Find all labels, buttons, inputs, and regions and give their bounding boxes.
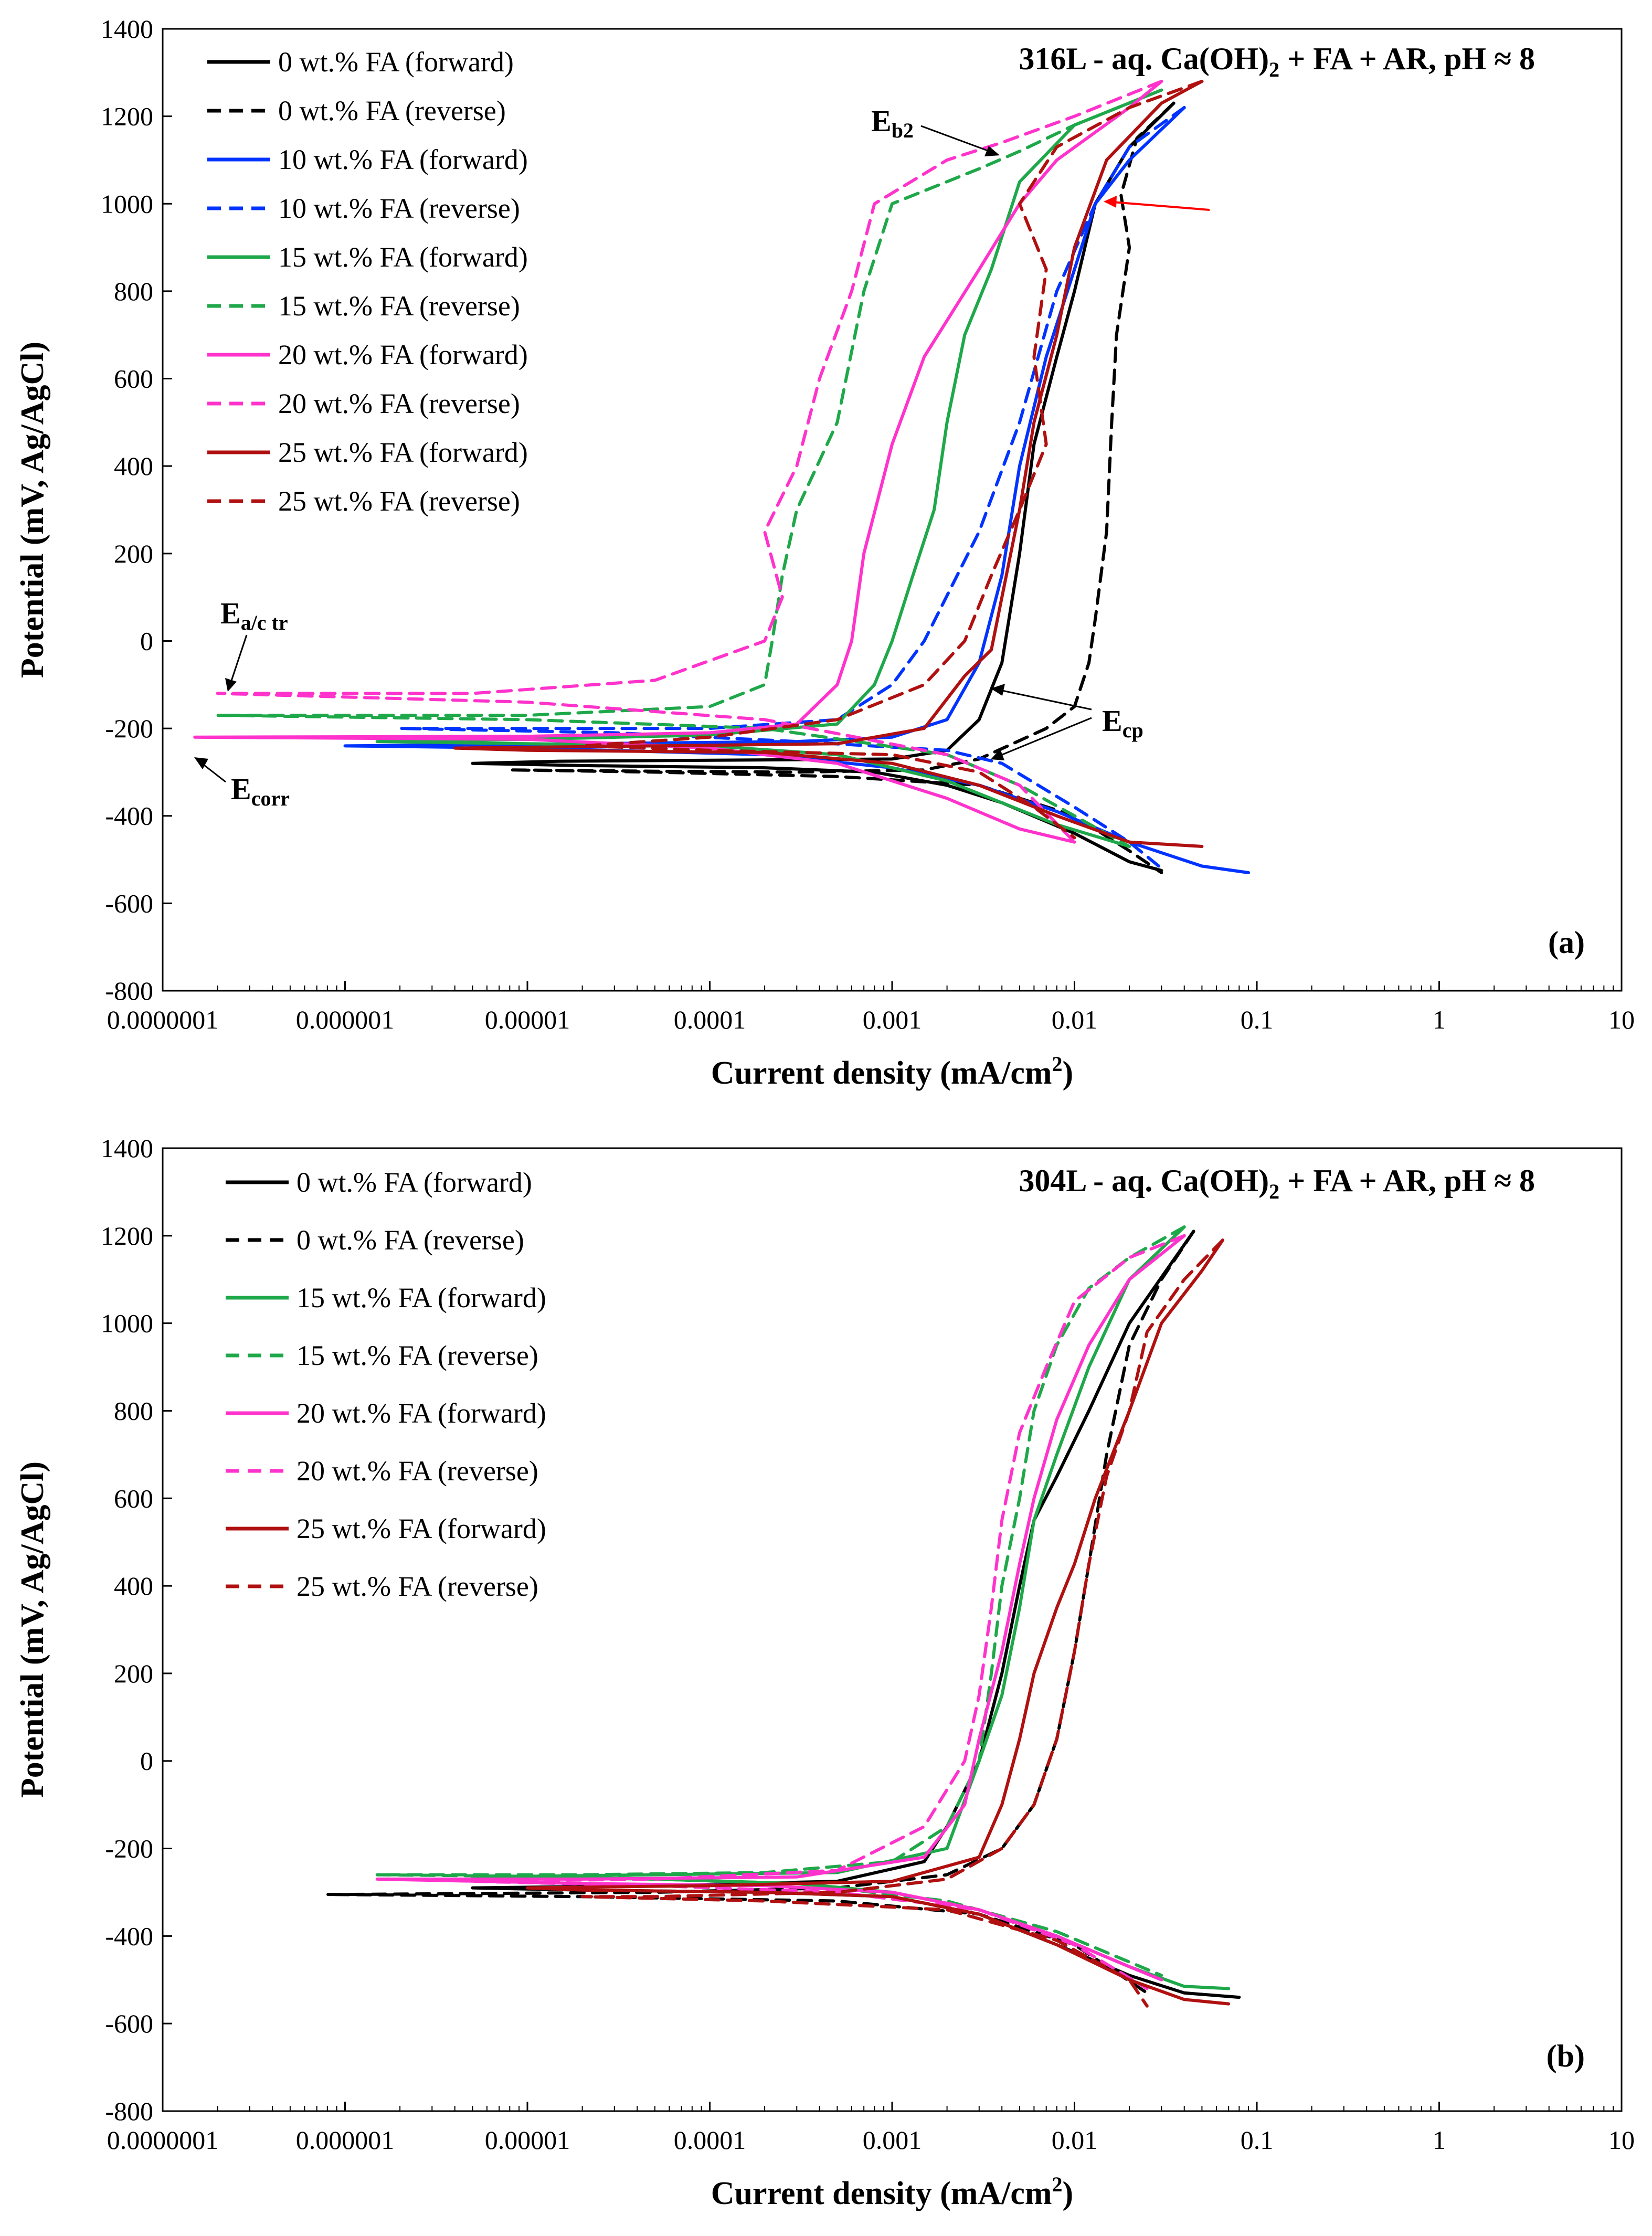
x-tick-label: 0.1 — [1241, 2125, 1274, 2155]
series-line-25-wt-fa-forward- — [526, 1238, 1231, 2006]
legend-entry: 0 wt.% FA (reverse) — [278, 95, 506, 126]
panel-b-axes: -800 -600 -400 -200 0 200 400 600 800 1000 1200 140… — [101, 1133, 1635, 2155]
series-line-20-wt-fa-forward- — [193, 80, 1163, 844]
x-tick-label: 0.0000001 — [107, 2125, 219, 2155]
panel-b-label: (b) — [1547, 2039, 1585, 2073]
y-tick-label: -400 — [105, 801, 153, 831]
svg-text:Eb2: Eb2 — [871, 104, 914, 142]
y-tick-label: -600 — [105, 2009, 153, 2038]
x-tick-label: 0.000001 — [296, 2125, 395, 2155]
legend-entry: 20 wt.% FA (forward) — [296, 1397, 546, 1429]
legend-entry: 15 wt.% FA (reverse) — [296, 1340, 538, 1371]
x-tick-label: 1 — [1433, 1005, 1446, 1034]
x-tick-label: 0.001 — [863, 2125, 922, 2155]
panel-b-title: 304L - aq. Ca(OH)2 + FA + AR, pH ≈ 8 — [1019, 1163, 1535, 1203]
legend-entry: 10 wt.% FA (reverse) — [278, 193, 520, 224]
x-tick-label: 0.0000001 — [107, 1005, 219, 1034]
legend-entry: 20 wt.% FA (forward) — [278, 339, 528, 370]
annotation-red-arrow — [1104, 196, 1210, 211]
x-tick-label: 0.0001 — [674, 2125, 746, 2155]
y-tick-label: -600 — [105, 888, 153, 918]
y-tick-label: -800 — [105, 2096, 153, 2126]
legend-entry: 25 wt.% FA (forward) — [278, 437, 528, 468]
series-line-25-wt-fa-reverse- — [580, 1238, 1224, 2008]
y-tick-label: 400 — [114, 1571, 153, 1601]
y-tick-label: 200 — [114, 1659, 153, 1688]
panel-a-title: 316L - aq. Ca(OH)2 + FA + AR, pH ≈ 8 — [1019, 41, 1535, 81]
panel-b: -800 -600 -400 -200 0 200 400 600 800 1000 1200 140… — [15, 1133, 1635, 2211]
legend-entry: 15 wt.% FA (reverse) — [278, 290, 520, 322]
y-tick-label: 400 — [114, 451, 153, 481]
legend-entry: 25 wt.% FA (reverse) — [296, 1571, 538, 1602]
panel-a-series — [193, 80, 1251, 874]
series-line-10-wt-fa-reverse- — [398, 106, 1186, 870]
panel-a-axes: -800 -600 -400 -200 0 200 400 600 800 1000 1200 140… — [101, 14, 1635, 1034]
x-tick-label: 10 — [1608, 2125, 1635, 2155]
y-tick-label: 600 — [114, 364, 153, 394]
y-tick-label: 1000 — [101, 1309, 153, 1338]
series-line-15-wt-fa-reverse- — [216, 88, 1163, 848]
y-tick-label: 1000 — [101, 189, 153, 218]
panel-b-y-axis-label: Potential (mV, Ag/AgCl) — [15, 1461, 50, 1798]
legend-entry: 20 wt.% FA (reverse) — [278, 388, 520, 419]
legend-entry: 15 wt.% FA (forward) — [296, 1282, 546, 1313]
annotation-e-a-c-tr: Ea/c tr — [220, 596, 288, 692]
x-tick-label: 0.01 — [1052, 1005, 1098, 1034]
series-line-20-wt-fa-reverse- — [216, 80, 1163, 844]
y-tick-label: 600 — [114, 1483, 153, 1513]
y-tick-label: -200 — [105, 714, 153, 743]
svg-text:Ecp: Ecp — [1102, 704, 1143, 742]
panel-a-x-axis-label: Current density (mA/cm2) — [711, 1052, 1073, 1091]
legend-entry: 0 wt.% FA (forward) — [278, 46, 514, 78]
panel-b-legend: 0 wt.% FA (forward) 0 wt.% FA (reverse) 15… — [226, 1167, 546, 1602]
y-tick-label: 1400 — [101, 1133, 153, 1163]
y-tick-label: 1200 — [101, 102, 153, 131]
y-tick-label: -800 — [105, 976, 153, 1005]
legend-entry: 10 wt.% FA (forward) — [278, 144, 528, 175]
legend-entry: 0 wt.% FA (forward) — [296, 1167, 532, 1198]
y-tick-label: 800 — [114, 277, 153, 306]
legend-entry: 20 wt.% FA (reverse) — [296, 1455, 538, 1487]
x-tick-label: 0.000001 — [296, 1005, 395, 1034]
series-line-25-wt-fa-forward- — [453, 80, 1204, 848]
annotation-e-corr: Ecorr — [194, 757, 290, 810]
x-tick-label: 0.01 — [1052, 2125, 1098, 2155]
series-line-0-wt-fa-reverse- — [325, 1230, 1195, 1995]
x-tick-label: 0.0001 — [674, 1005, 746, 1034]
svg-text:Ea/c tr: Ea/c tr — [220, 596, 288, 634]
y-tick-label: 0 — [140, 1746, 153, 1776]
panel-a-y-axis-label: Potential (mV, Ag/AgCl) — [15, 342, 50, 678]
y-tick-label: 0 — [140, 626, 153, 655]
y-tick-label: -200 — [105, 1834, 153, 1863]
svg-text:Ecorr: Ecorr — [231, 772, 290, 810]
legend-entry: 15 wt.% FA (forward) — [278, 241, 528, 273]
annotation-e-cp: Ecp — [991, 684, 1143, 760]
panel-b-x-axis-label: Current density (mA/cm2) — [711, 2173, 1073, 2211]
panel-b-series — [325, 1225, 1241, 2008]
legend-entry: 25 wt.% FA (reverse) — [278, 485, 520, 517]
y-tick-label: 1400 — [101, 14, 153, 44]
series-line-25-wt-fa-reverse- — [580, 80, 1204, 840]
legend-entry: 25 wt.% FA (forward) — [296, 1513, 546, 1544]
series-line-0-wt-fa-forward- — [471, 101, 1176, 872]
y-tick-label: -400 — [105, 1921, 153, 1951]
y-tick-label: 800 — [114, 1396, 153, 1425]
annotation-e-b2: Eb2 — [871, 104, 1000, 156]
x-tick-label: 0.00001 — [485, 1005, 570, 1034]
x-tick-label: 10 — [1608, 1005, 1635, 1034]
x-tick-label: 0.00001 — [485, 2125, 570, 2155]
x-tick-label: 0.001 — [863, 1005, 922, 1034]
y-tick-label: 1200 — [101, 1221, 153, 1251]
panel-a-label: (a) — [1548, 925, 1585, 960]
y-tick-label: 200 — [114, 539, 153, 568]
legend-entry: 0 wt.% FA (reverse) — [296, 1224, 524, 1256]
panel-a: -800 -600 -400 -200 0 200 400 600 800 1000 1200 140… — [15, 14, 1635, 1091]
panel-a-legend: 0 wt.% FA (forward) 0 wt.% FA (reverse) 10… — [207, 46, 528, 517]
x-tick-label: 1 — [1433, 2125, 1446, 2155]
series-line-0-wt-fa-reverse- — [508, 101, 1176, 874]
x-tick-label: 0.1 — [1241, 1005, 1274, 1034]
